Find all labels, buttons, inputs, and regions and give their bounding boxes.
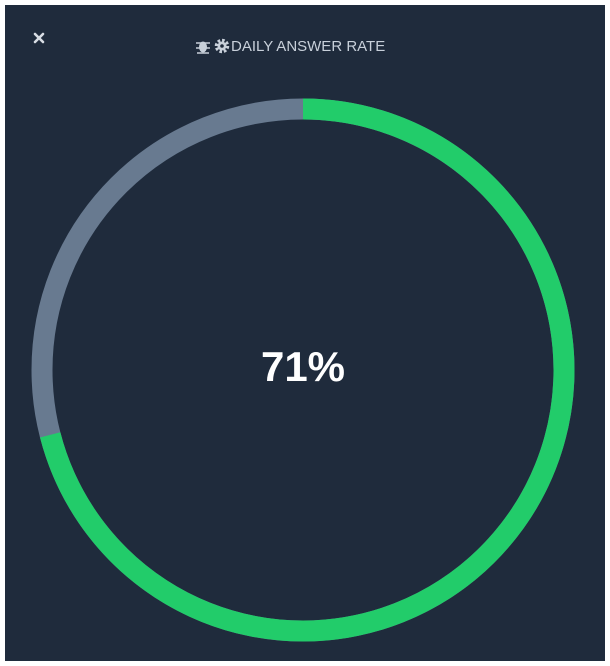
bug-icon (196, 41, 210, 54)
close-stroke (33, 32, 45, 44)
gauge-value-label: 71% (261, 343, 345, 390)
gear-hole (220, 44, 224, 48)
close-button[interactable] (33, 32, 45, 44)
gear-icon (214, 38, 230, 54)
widget-title: DAILY ANSWER RATE (231, 38, 385, 55)
gear-teeth (214, 38, 230, 54)
gauge-arc (40, 98, 575, 642)
bug-body (199, 41, 207, 53)
